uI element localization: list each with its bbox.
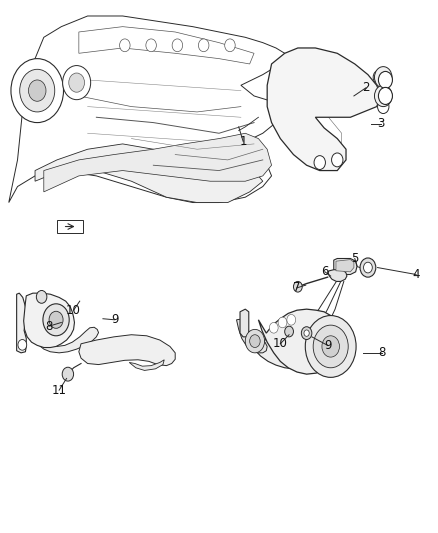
Circle shape <box>304 330 309 336</box>
Circle shape <box>378 71 392 88</box>
Circle shape <box>18 340 27 350</box>
Text: 10: 10 <box>273 337 288 350</box>
Circle shape <box>43 304 69 336</box>
Polygon shape <box>17 293 26 353</box>
Circle shape <box>293 281 302 292</box>
Circle shape <box>172 39 183 52</box>
Circle shape <box>120 39 130 52</box>
Circle shape <box>360 258 376 277</box>
Circle shape <box>285 326 293 337</box>
Circle shape <box>374 67 392 88</box>
Polygon shape <box>237 319 267 353</box>
Circle shape <box>20 69 55 112</box>
Circle shape <box>278 317 287 328</box>
Polygon shape <box>44 133 272 192</box>
Text: 8: 8 <box>46 320 53 333</box>
Polygon shape <box>35 144 263 203</box>
Polygon shape <box>129 360 164 370</box>
Polygon shape <box>334 259 357 274</box>
Circle shape <box>332 153 343 167</box>
Polygon shape <box>336 260 354 272</box>
Text: 7: 7 <box>293 281 301 294</box>
Text: 2: 2 <box>362 82 370 94</box>
Circle shape <box>250 335 260 348</box>
Circle shape <box>378 100 389 114</box>
Circle shape <box>11 59 64 123</box>
Circle shape <box>301 327 312 340</box>
Circle shape <box>313 325 348 368</box>
Circle shape <box>62 367 74 381</box>
Polygon shape <box>267 48 381 171</box>
Polygon shape <box>243 321 320 369</box>
Circle shape <box>287 314 296 325</box>
Circle shape <box>305 316 356 377</box>
Text: 8: 8 <box>378 346 385 359</box>
Polygon shape <box>240 309 249 337</box>
Text: 11: 11 <box>52 384 67 397</box>
Circle shape <box>245 329 265 353</box>
Circle shape <box>378 86 389 100</box>
Text: 4: 4 <box>412 268 420 281</box>
Text: 3: 3 <box>378 117 385 130</box>
Polygon shape <box>328 270 347 281</box>
Text: 6: 6 <box>321 265 329 278</box>
Circle shape <box>49 311 63 328</box>
Circle shape <box>373 70 385 84</box>
Polygon shape <box>9 16 285 203</box>
Circle shape <box>378 87 392 104</box>
Text: 10: 10 <box>66 304 81 317</box>
Circle shape <box>225 39 235 52</box>
Text: 5: 5 <box>351 252 358 265</box>
Text: 9: 9 <box>324 339 332 352</box>
Circle shape <box>198 39 209 52</box>
Circle shape <box>63 66 91 100</box>
Circle shape <box>69 73 85 92</box>
Circle shape <box>322 336 339 357</box>
Polygon shape <box>258 309 341 374</box>
Circle shape <box>146 39 156 52</box>
Polygon shape <box>57 220 83 233</box>
Circle shape <box>269 322 278 333</box>
Polygon shape <box>33 327 99 353</box>
Circle shape <box>364 262 372 273</box>
Text: 9: 9 <box>111 313 119 326</box>
Polygon shape <box>24 293 74 348</box>
Circle shape <box>314 156 325 169</box>
Text: 1: 1 <box>239 135 247 148</box>
Polygon shape <box>79 335 175 366</box>
Circle shape <box>36 290 47 303</box>
Circle shape <box>28 80 46 101</box>
Circle shape <box>374 85 392 107</box>
